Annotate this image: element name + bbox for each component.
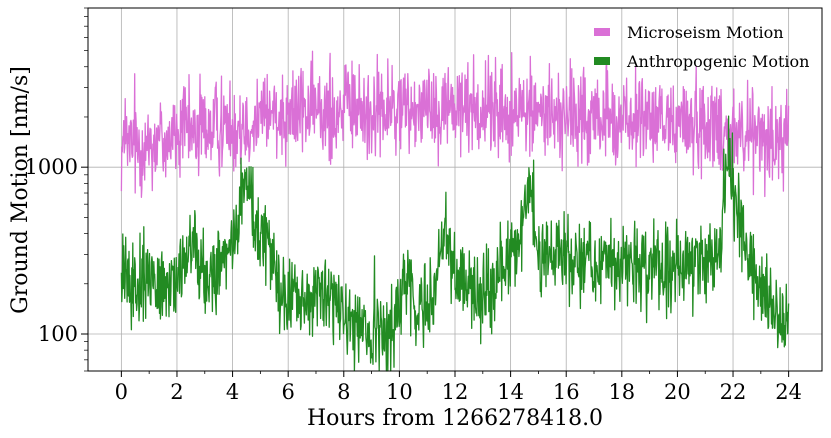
x-tick-label: 12	[442, 380, 469, 404]
x-tick-label: 24	[775, 380, 802, 404]
x-tick-labels: 0 2 4 6 8 10 12 14 16 18 20 22 24	[115, 380, 802, 404]
legend-swatch-microseism	[594, 28, 610, 36]
x-tick-label: 2	[170, 380, 183, 404]
x-tick-label: 0	[115, 380, 128, 404]
x-tick-label: 20	[664, 380, 691, 404]
x-tick-label: 14	[497, 380, 524, 404]
legend-swatch-anthropogenic	[594, 57, 610, 65]
legend: Microseism Motion Anthropogenic Motion	[594, 23, 809, 71]
legend-label-anthropogenic: Anthropogenic Motion	[626, 52, 809, 71]
x-tick-label: 16	[553, 380, 580, 404]
series-line-anthropogenic	[120, 115, 790, 372]
y-tick-label: 100	[38, 322, 78, 346]
y-tick-label: 1000	[25, 155, 78, 179]
series-line-microseism	[120, 50, 790, 198]
series-layer	[120, 50, 790, 372]
grid	[88, 8, 822, 371]
x-tick-label: 6	[281, 380, 294, 404]
x-tick-label: 18	[608, 380, 635, 404]
y-axis-label: Ground Motion [nm/s]	[8, 66, 33, 314]
ticks	[81, 7, 790, 377]
x-tick-label: 4	[226, 380, 239, 404]
x-tick-label: 8	[337, 380, 350, 404]
legend-label-microseism: Microseism Motion	[627, 23, 784, 42]
x-tick-label: 10	[386, 380, 413, 404]
y-tick-labels: 100 1000	[25, 155, 78, 346]
x-tick-label: 22	[720, 380, 747, 404]
x-axis-label: Hours from 1266278418.0	[307, 406, 603, 431]
